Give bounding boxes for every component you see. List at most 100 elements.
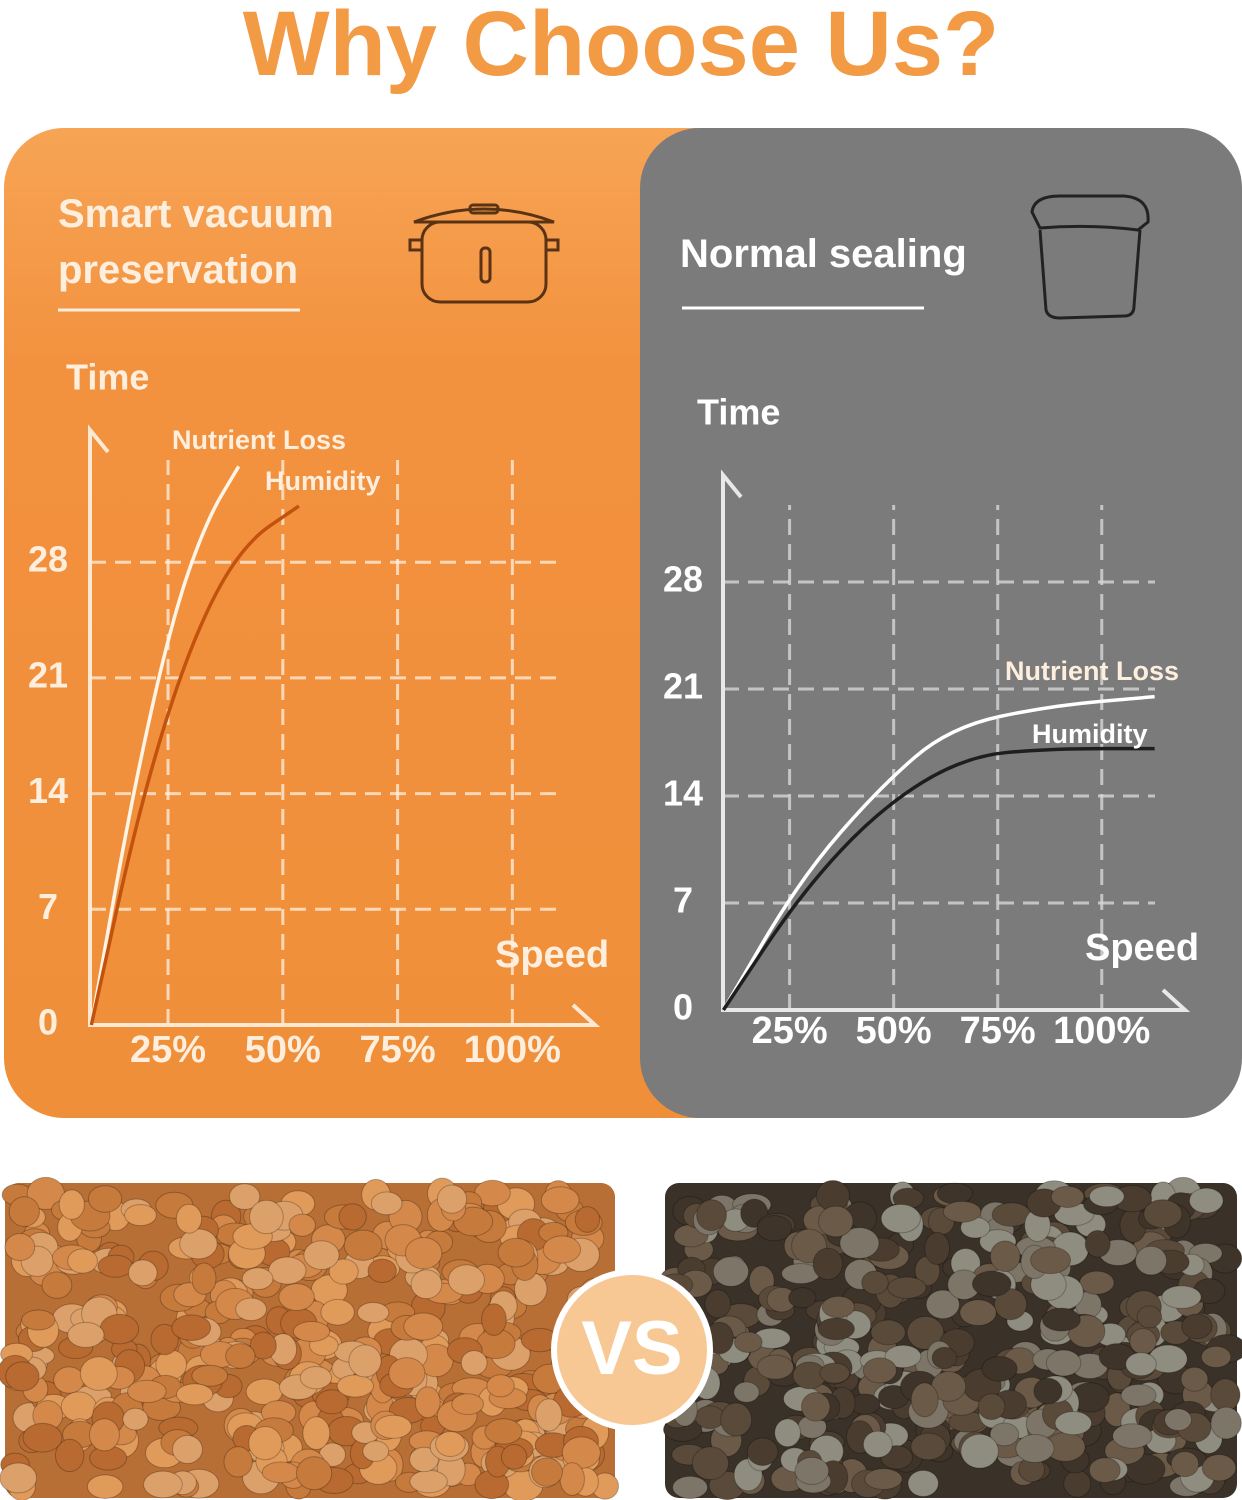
kibble xyxy=(1041,1307,1081,1332)
kibble xyxy=(292,1320,331,1343)
kibble xyxy=(150,1323,179,1356)
series-label: Humidity xyxy=(1032,719,1148,749)
kibble xyxy=(910,1432,947,1461)
kibble xyxy=(288,1213,316,1237)
kibble xyxy=(794,1456,830,1486)
kibble xyxy=(223,1446,253,1478)
kibble xyxy=(1030,1246,1072,1275)
kibble xyxy=(1015,1433,1055,1464)
kibble xyxy=(460,1350,488,1376)
kibble xyxy=(249,1199,284,1235)
kibble xyxy=(819,1362,851,1384)
photos xyxy=(0,1176,1242,1500)
kibble xyxy=(862,1357,897,1384)
kibble xyxy=(977,1393,1006,1421)
kibble xyxy=(691,1446,730,1481)
kibble xyxy=(531,1457,563,1487)
kibble xyxy=(497,1237,535,1268)
x-tick-label: 75% xyxy=(960,1010,1036,1052)
kibble xyxy=(704,1289,732,1319)
kibble xyxy=(348,1344,382,1378)
kibble xyxy=(884,1344,922,1369)
kibble xyxy=(1079,1270,1115,1295)
kibble xyxy=(864,1468,903,1490)
kibble xyxy=(574,1206,601,1233)
kibble xyxy=(1050,1185,1085,1208)
series-label: Nutrient Loss xyxy=(172,425,346,455)
kibble xyxy=(788,1287,817,1309)
kibble xyxy=(175,1203,203,1234)
kibble xyxy=(403,1312,444,1341)
kibble xyxy=(299,1366,333,1390)
kibble xyxy=(278,1283,315,1311)
kibble xyxy=(993,1288,1028,1321)
kibble xyxy=(733,1331,763,1353)
kibble xyxy=(21,1309,56,1331)
axis xyxy=(721,469,1191,1012)
kibble xyxy=(343,1229,383,1261)
vs-label: VS xyxy=(581,1306,682,1391)
kibble xyxy=(97,1254,134,1278)
kibble xyxy=(559,1462,585,1496)
kibble xyxy=(54,1438,85,1473)
kibble xyxy=(1180,1366,1209,1392)
x-tick-label: 50% xyxy=(245,1029,321,1071)
kibble xyxy=(4,1233,36,1262)
kibble xyxy=(861,1270,889,1295)
kibble xyxy=(1045,1349,1082,1377)
kibble xyxy=(1188,1187,1224,1214)
kibble xyxy=(486,1374,515,1398)
kibble xyxy=(122,1407,149,1431)
x-tick-label: 25% xyxy=(752,1010,828,1052)
x-tick-label: 25% xyxy=(130,1029,206,1071)
kibble xyxy=(179,1228,218,1260)
kibble xyxy=(821,1295,855,1319)
kibble xyxy=(60,1391,97,1422)
kibble xyxy=(971,1270,1012,1297)
y-tick-label: 7 xyxy=(673,880,693,921)
y-tick-label: 21 xyxy=(28,654,68,695)
kibble xyxy=(481,1303,507,1336)
kibble xyxy=(388,1357,426,1390)
kibble xyxy=(812,1247,844,1281)
kibble xyxy=(410,1269,443,1300)
kibble xyxy=(720,1402,753,1437)
axis xyxy=(88,424,601,1027)
series-line xyxy=(721,746,1155,1011)
series-line xyxy=(89,504,300,1026)
kibble xyxy=(451,1393,485,1416)
kibble xyxy=(248,1425,283,1461)
kibble xyxy=(302,1416,331,1450)
kibble xyxy=(228,1183,261,1211)
kibble xyxy=(907,1469,939,1498)
kibble xyxy=(1136,1305,1163,1329)
kibble xyxy=(1088,1457,1121,1484)
series-label: Nutrient Loss xyxy=(1005,656,1179,686)
kibble xyxy=(249,1331,277,1360)
kibble xyxy=(542,1235,582,1264)
kibble xyxy=(1170,1450,1200,1478)
kibble xyxy=(370,1191,403,1216)
kibble xyxy=(1125,1352,1157,1377)
kibble xyxy=(862,1430,893,1459)
kibble xyxy=(447,1264,485,1296)
y-tick-label: 14 xyxy=(663,773,703,814)
kibble xyxy=(241,1267,274,1291)
kibble xyxy=(535,1398,563,1432)
kibble xyxy=(235,1297,268,1322)
kibble xyxy=(1135,1245,1168,1276)
kibble xyxy=(8,1196,40,1227)
kibble xyxy=(1054,1411,1093,1436)
kibble xyxy=(67,1248,98,1274)
kibble xyxy=(362,1440,390,1462)
kibble xyxy=(1200,1345,1232,1369)
x-tick-label: 100% xyxy=(1053,1010,1150,1052)
kibble xyxy=(870,1319,906,1346)
kibble xyxy=(320,1298,355,1326)
x-axis-label: Speed xyxy=(495,934,609,976)
kibble xyxy=(1129,1328,1157,1355)
kibble xyxy=(127,1379,167,1404)
kibble xyxy=(79,1356,118,1391)
